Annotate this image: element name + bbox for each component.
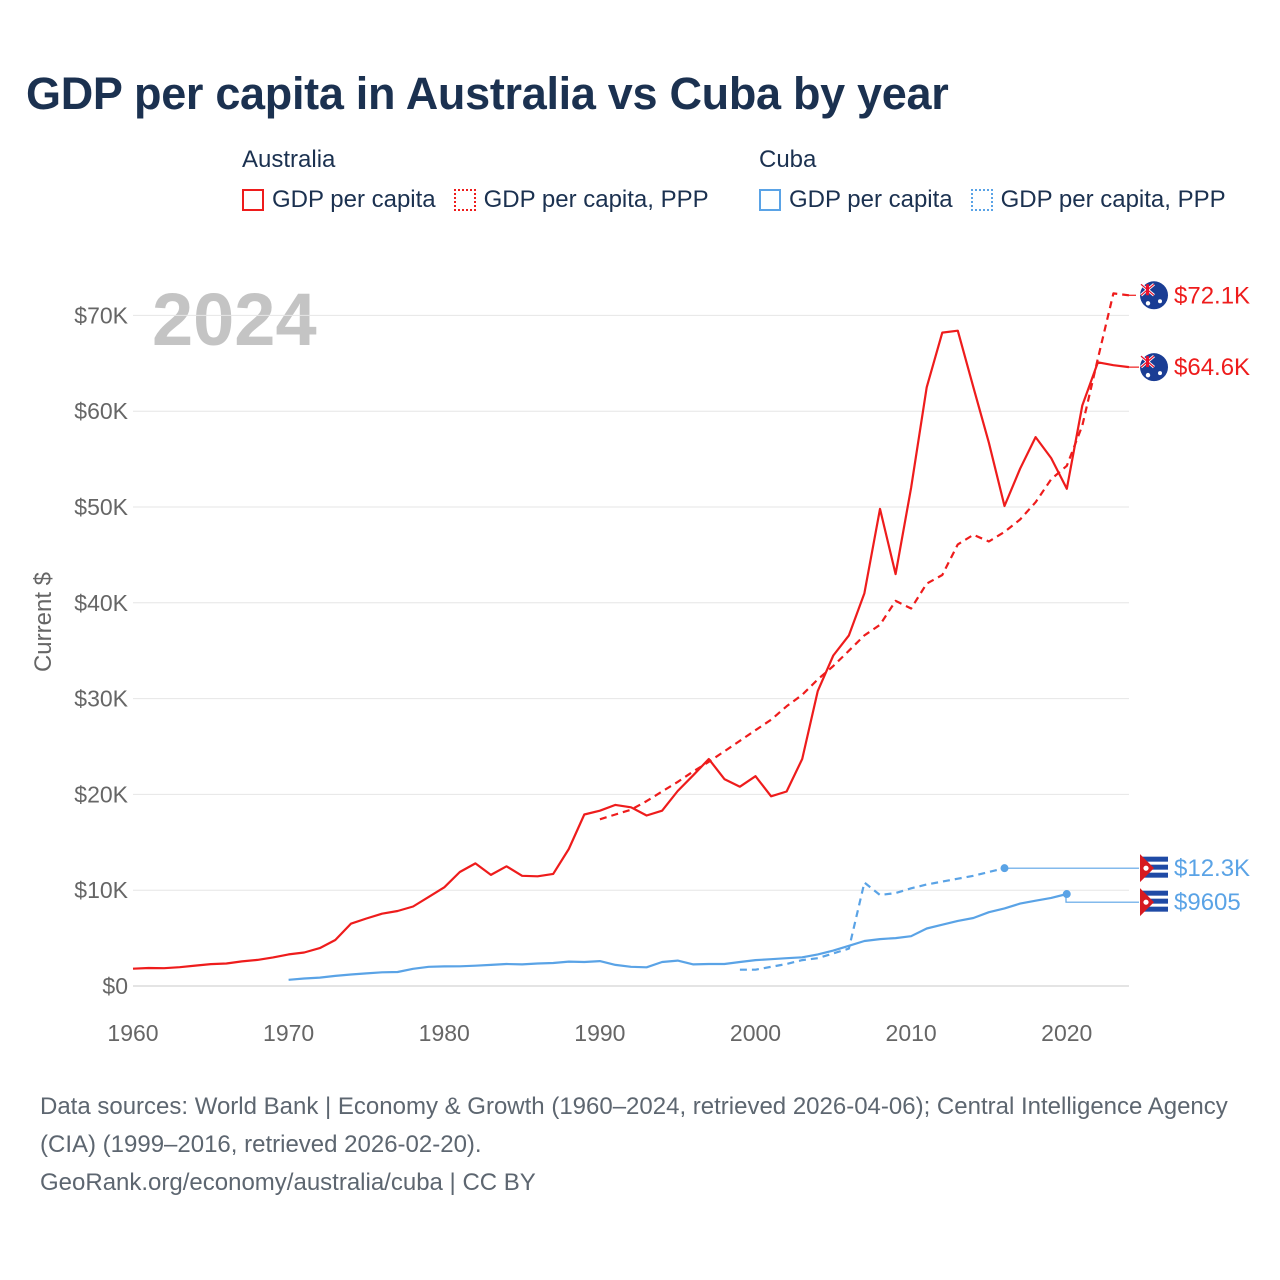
y-tick-label: $40K: [74, 590, 128, 616]
flag-star: [1145, 301, 1151, 306]
end-value-label: $12.3K: [1174, 855, 1250, 882]
y-tick-label: $20K: [74, 781, 128, 807]
cuba-flag-icon: [1140, 854, 1168, 883]
x-tick-label: 1970: [263, 1020, 314, 1046]
y-tick-label: $70K: [74, 302, 128, 328]
y-tick-label: $60K: [74, 398, 128, 424]
legend-label: GDP per capita, PPP: [1000, 186, 1226, 213]
leader-line: [1065, 893, 1139, 903]
x-tick-label: 2000: [730, 1020, 781, 1046]
credit-link[interactable]: GeoRank.org/economy/australia/cuba | CC …: [40, 1169, 536, 1196]
flag-star: [1158, 371, 1162, 376]
legend-swatch-solid: [242, 189, 264, 211]
legend-item-cuba-gdp[interactable]: GDP per capita: [759, 186, 953, 214]
legend-group-australia: Australia GDP per capita GDP per capita,…: [242, 146, 709, 214]
australia-flag-icon: [1140, 281, 1168, 310]
end-value-label: $9605: [1174, 889, 1241, 916]
legend-swatch-solid: [759, 189, 781, 211]
end-value-label: $64.6K: [1174, 354, 1250, 381]
flag-stripe: [1140, 890, 1168, 896]
series-line: [739, 867, 1005, 971]
flag-stripe: [1140, 898, 1168, 904]
flag-cross: [1146, 284, 1149, 296]
x-tick-label: 2020: [1041, 1020, 1092, 1046]
x-tick-label: 1960: [107, 1020, 158, 1046]
x-tick-label: 2010: [886, 1020, 937, 1046]
footer: Data sources: World Bank | Economy & Gro…: [40, 1088, 1240, 1202]
x-tick-label: 1990: [574, 1020, 625, 1046]
line-chart: 2024 $0 $10K $20K $30K $40K $50K $60K $70K 1960 1…: [30, 278, 1250, 1046]
flag-star: [1145, 372, 1151, 378]
legend-label: GDP per capita: [789, 186, 953, 213]
y-tick-label: $0: [102, 973, 128, 999]
chart-title: GDP per capita in Australia vs Cuba by y…: [26, 68, 949, 119]
y-tick-label: $30K: [74, 686, 128, 712]
australia-flag-icon: [1140, 353, 1168, 382]
legend-item-australia-gdp-ppp[interactable]: GDP per capita, PPP: [453, 186, 709, 214]
legend-item-australia-gdp[interactable]: GDP per capita: [242, 186, 436, 214]
legend-swatch-dotted: [453, 189, 476, 211]
flag-cross: [1146, 356, 1149, 368]
flag-stripe: [1140, 872, 1168, 878]
legend-group-cuba: Cuba GDP per capita GDP per capita, PPP: [759, 146, 1226, 214]
series-line: [132, 329, 1130, 970]
y-tick-label: $10K: [74, 877, 128, 903]
series-line: [288, 892, 1068, 981]
legend-group-name: Cuba: [759, 146, 817, 173]
end-value-label: $72.1K: [1174, 282, 1250, 309]
series-line: [599, 292, 1130, 821]
legend-swatch-dotted: [970, 189, 993, 211]
legend-group-name: Australia: [242, 146, 336, 173]
flag-star: [1143, 865, 1149, 871]
y-axis-label: Current $: [30, 572, 57, 672]
flag-star: [1143, 899, 1149, 905]
data-sources: Data sources: World Bank | Economy & Gro…: [40, 1093, 1228, 1158]
flag-stripe: [1140, 856, 1168, 862]
flag-star: [1158, 299, 1162, 304]
legend-label: GDP per capita, PPP: [483, 186, 709, 213]
legend-item-cuba-gdp-ppp[interactable]: GDP per capita, PPP: [970, 186, 1226, 214]
y-tick-label: $50K: [74, 494, 128, 520]
cuba-flag-icon: [1140, 888, 1168, 917]
legend-label: GDP per capita: [272, 186, 436, 213]
flag-stripe: [1140, 906, 1168, 912]
flag-stripe: [1140, 864, 1168, 870]
x-tick-label: 1980: [419, 1020, 470, 1046]
year-watermark: 2024: [152, 278, 317, 361]
